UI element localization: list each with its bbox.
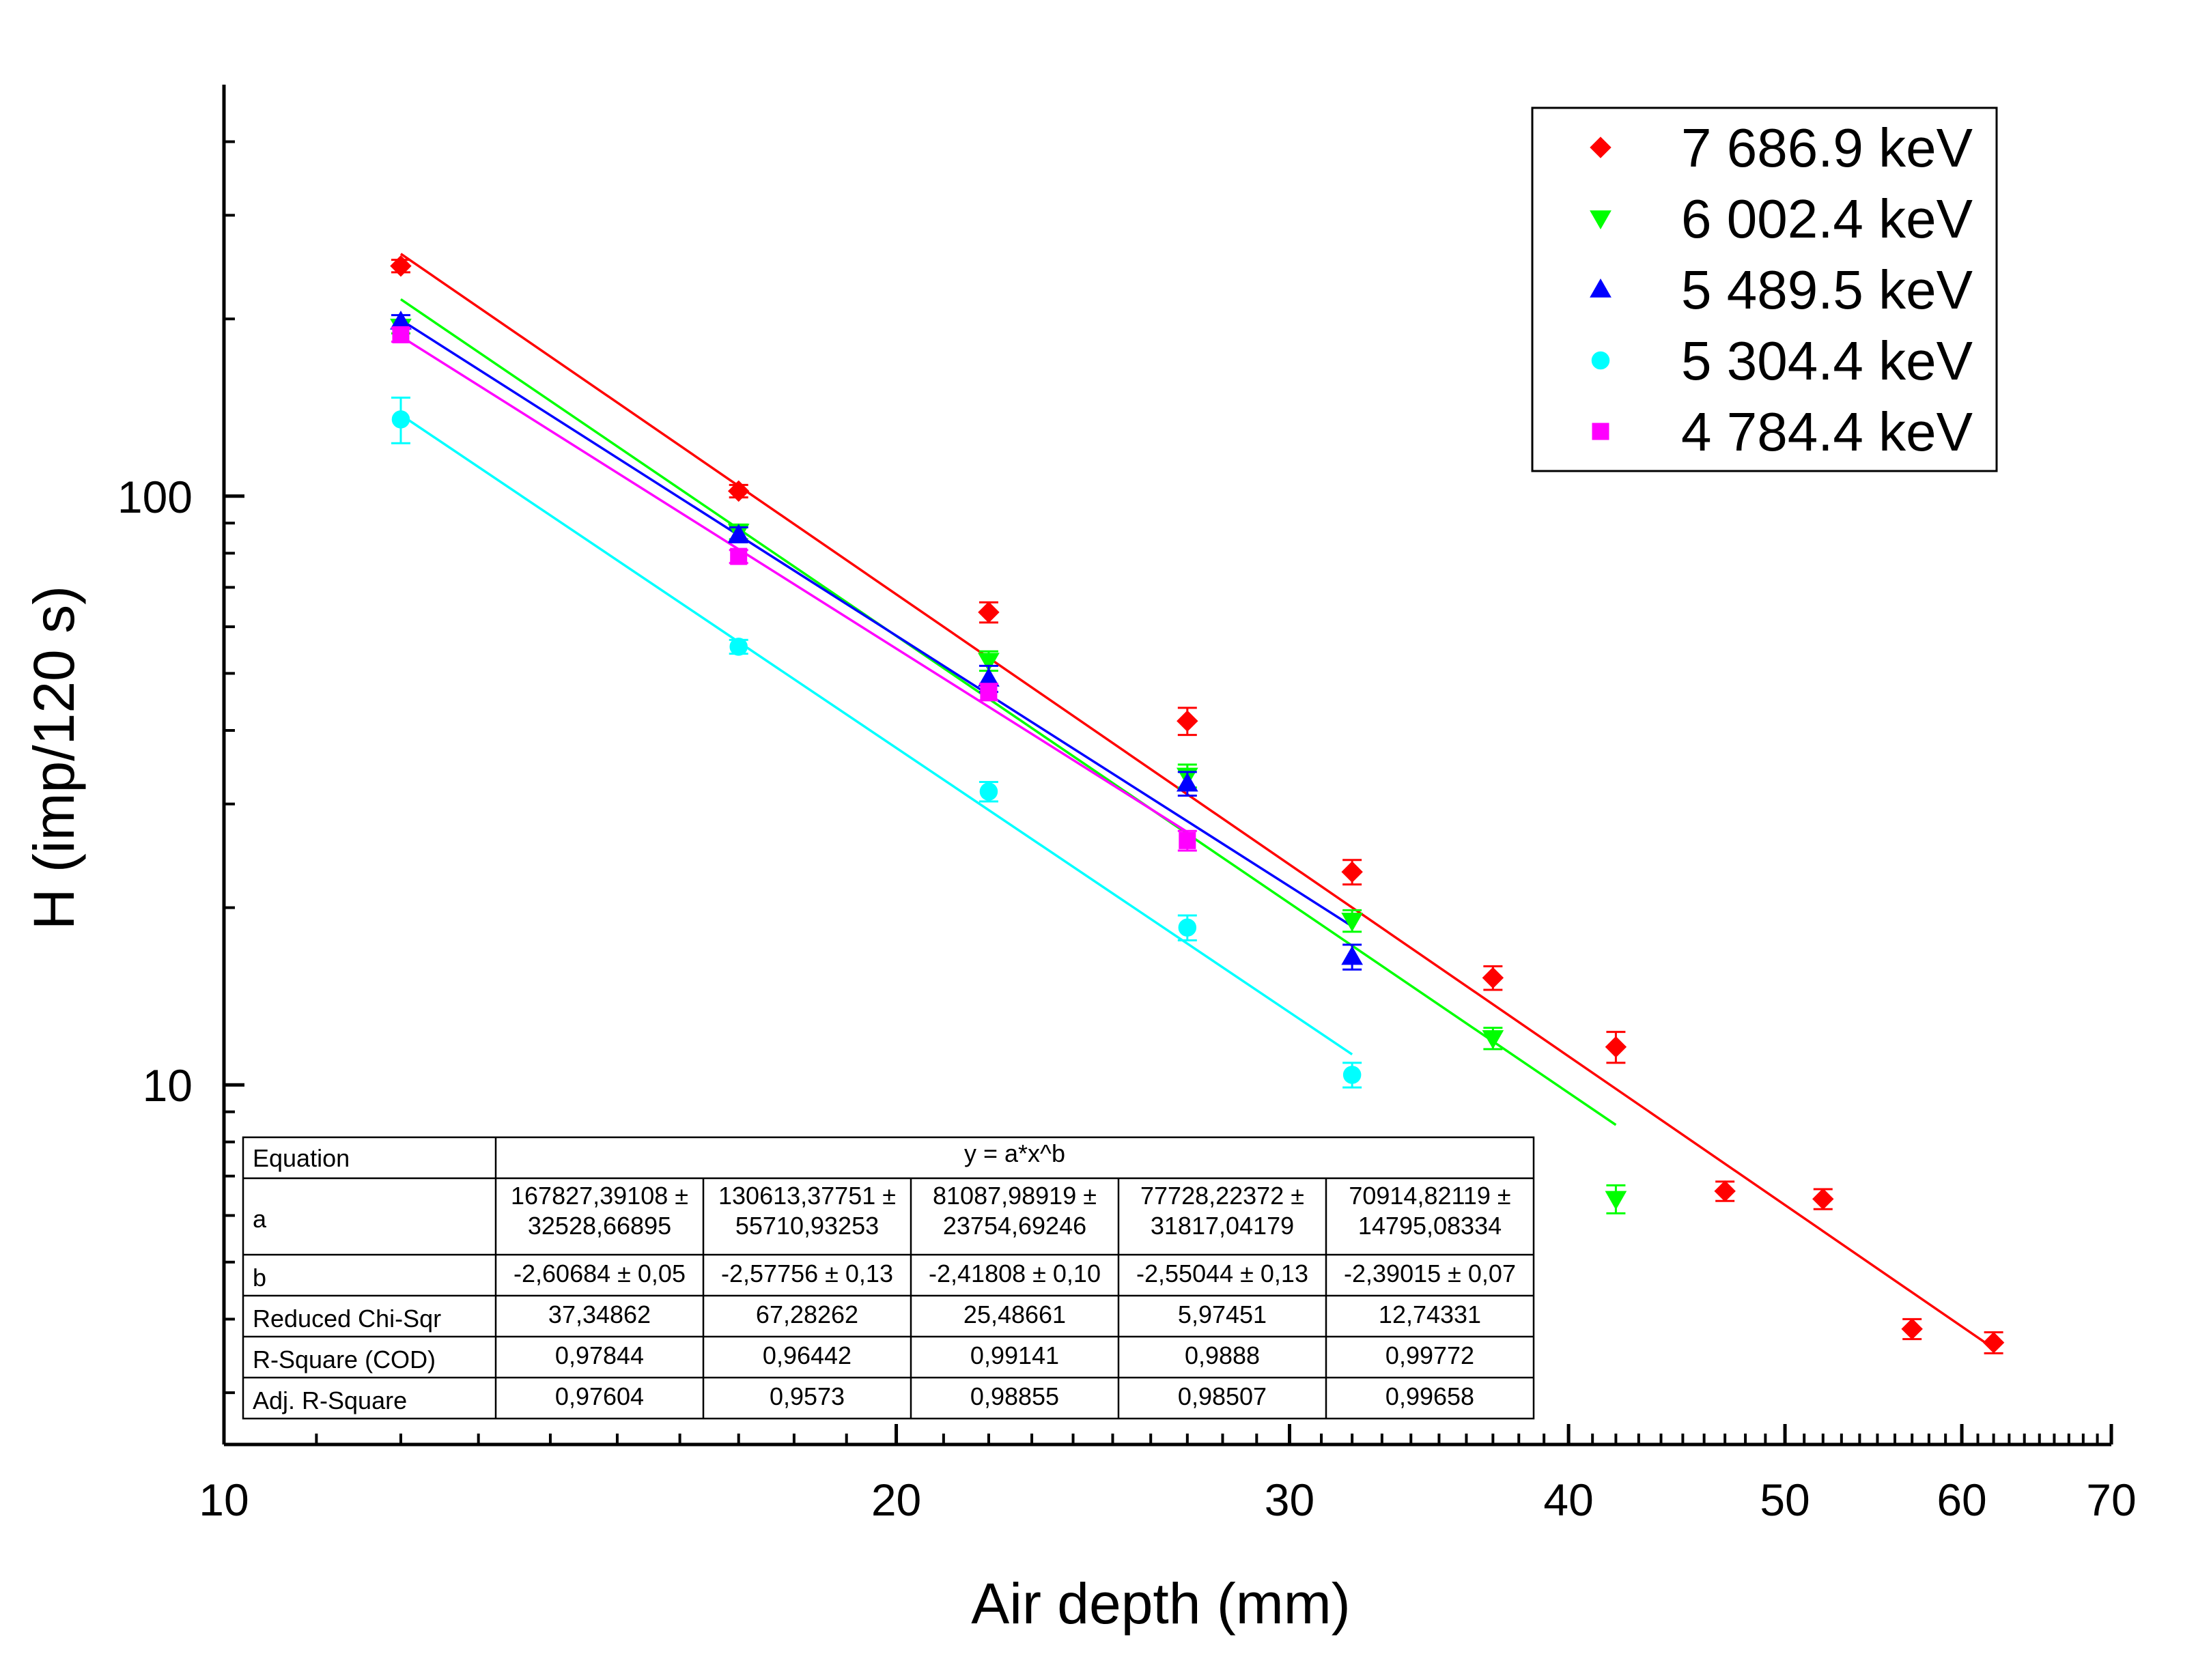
table-cell: -2,55044 ± 0,13 bbox=[1136, 1259, 1308, 1287]
table-cell: 0,97844 bbox=[555, 1341, 644, 1369]
data-point bbox=[729, 638, 748, 656]
fit-line bbox=[400, 319, 1353, 928]
table-cell: 81087,98919 ± bbox=[933, 1182, 1097, 1210]
table-cell: 77728,22372 ± bbox=[1140, 1182, 1304, 1210]
y-tick-label: 10 bbox=[143, 1060, 193, 1111]
data-point bbox=[979, 782, 998, 801]
x-tick-label: 20 bbox=[871, 1475, 921, 1525]
table-cell: 0,99658 bbox=[1385, 1382, 1474, 1410]
data-point bbox=[1341, 945, 1364, 965]
x-tick-label: 70 bbox=[2086, 1475, 2136, 1525]
table-cell: 0,96442 bbox=[763, 1341, 851, 1369]
data-point bbox=[1482, 1030, 1504, 1049]
table-cell: 70914,82119 ± bbox=[1349, 1182, 1510, 1210]
data-point bbox=[730, 547, 748, 565]
data-point bbox=[1605, 1191, 1627, 1210]
fit-line bbox=[399, 414, 1353, 1056]
table-cell: 31817,04179 bbox=[1151, 1212, 1294, 1240]
legend-marker bbox=[1591, 351, 1610, 370]
data-point bbox=[1177, 710, 1198, 732]
data-point bbox=[392, 326, 410, 343]
data-point bbox=[1901, 1318, 1923, 1340]
data-point bbox=[391, 410, 410, 429]
data-point bbox=[1605, 1036, 1627, 1058]
table-cell: 0,9573 bbox=[770, 1382, 845, 1410]
legend: 7 686.9 keV 6 002.4 keV 5 489.5 keV 5 304.4… bbox=[1531, 106, 1998, 472]
table-cell: -2,39015 ± 0,07 bbox=[1344, 1259, 1516, 1287]
table-cell: 25,48661 bbox=[963, 1300, 1066, 1328]
data-point bbox=[728, 480, 750, 502]
x-tick-label: 40 bbox=[1543, 1475, 1593, 1525]
fit-line bbox=[400, 335, 1188, 834]
table-cell: 0,97604 bbox=[555, 1382, 644, 1410]
table-cell: 0,99772 bbox=[1385, 1341, 1474, 1369]
data-point bbox=[1341, 913, 1364, 932]
data-point bbox=[390, 255, 412, 277]
fit-line bbox=[399, 253, 1995, 1350]
data-point bbox=[978, 653, 1000, 672]
data-point bbox=[980, 683, 998, 701]
fit-line bbox=[399, 298, 1617, 1126]
legend-marker bbox=[1590, 210, 1611, 230]
data-point bbox=[1341, 861, 1363, 883]
table-cell: 55710,93253 bbox=[735, 1212, 879, 1240]
data-point bbox=[1178, 918, 1197, 937]
table-cell: 5,97451 bbox=[1178, 1300, 1267, 1328]
axes: 10 20 30 40 50 60 70 10 100 bbox=[117, 85, 2137, 1525]
data-point bbox=[1982, 1331, 2005, 1354]
table-cell: -2,60684 ± 0,05 bbox=[513, 1259, 686, 1287]
y-tick-label: 100 bbox=[117, 472, 193, 522]
table-cell: 0,99141 bbox=[970, 1341, 1059, 1369]
x-tick-label: 60 bbox=[1937, 1475, 1986, 1525]
table-cell: 32528,66895 bbox=[528, 1212, 671, 1240]
data-point bbox=[1179, 831, 1196, 849]
fit-lines bbox=[399, 253, 1995, 1350]
legend-marker bbox=[1592, 423, 1609, 440]
x-axis-title: Air depth (mm) bbox=[971, 1571, 1350, 1636]
legend-label: 4 784.4 keV bbox=[1681, 401, 1973, 462]
table-cell: 14795,08334 bbox=[1358, 1212, 1502, 1240]
y-axis-title: H (imp/120 s) bbox=[22, 586, 86, 930]
legend-marker bbox=[1590, 278, 1611, 298]
legend-marker bbox=[1590, 137, 1611, 158]
table-cell: 67,28262 bbox=[756, 1300, 858, 1328]
legend-label: 5 304.4 keV bbox=[1681, 330, 1973, 391]
data-point bbox=[978, 601, 1000, 623]
table-cell: 130613,37751 ± bbox=[718, 1182, 896, 1210]
table-row-label: Reduced Chi-Sqr bbox=[253, 1305, 441, 1333]
data-points bbox=[390, 255, 2005, 1354]
table-cell: -2,41808 ± 0,10 bbox=[929, 1259, 1101, 1287]
table-cell: 167827,39108 ± bbox=[511, 1182, 688, 1210]
table-cell: 0,98507 bbox=[1178, 1382, 1267, 1410]
table-row-label: b bbox=[253, 1264, 266, 1292]
fit-results-table: Equation y = a*x^b a 167827,39108 ±32528,66… bbox=[242, 1136, 1535, 1420]
table-equation: y = a*x^b bbox=[964, 1139, 1065, 1167]
table-cell: -2,57756 ± 0,13 bbox=[721, 1259, 893, 1287]
table-cell: 0,98855 bbox=[970, 1382, 1059, 1410]
x-tick-label: 50 bbox=[1760, 1475, 1810, 1525]
x-tick-label: 30 bbox=[1265, 1475, 1314, 1525]
table-row-label: R-Square (COD) bbox=[253, 1346, 436, 1373]
data-point bbox=[1812, 1188, 1834, 1210]
x-tick-label: 10 bbox=[199, 1475, 249, 1525]
table-row-label: Adj. R-Square bbox=[253, 1386, 407, 1414]
table-row-label: a bbox=[253, 1205, 267, 1233]
table-cell: 12,74331 bbox=[1379, 1300, 1481, 1328]
legend-label: 6 002.4 keV bbox=[1681, 188, 1973, 249]
legend-label: 7 686.9 keV bbox=[1681, 117, 1973, 178]
data-point bbox=[727, 524, 750, 543]
table-row-label: Equation bbox=[253, 1144, 350, 1172]
table-cell: 37,34862 bbox=[548, 1300, 651, 1328]
data-point bbox=[1342, 1066, 1362, 1084]
table-cell: 0,9888 bbox=[1185, 1341, 1260, 1369]
table-frame bbox=[242, 1136, 1535, 1420]
data-point bbox=[1176, 772, 1198, 792]
data-point bbox=[1482, 967, 1504, 989]
legend-label: 5 489.5 keV bbox=[1681, 259, 1973, 320]
data-point bbox=[1714, 1180, 1736, 1202]
table-cell: 23754,69246 bbox=[943, 1212, 1086, 1240]
legend-box bbox=[1531, 106, 1998, 472]
